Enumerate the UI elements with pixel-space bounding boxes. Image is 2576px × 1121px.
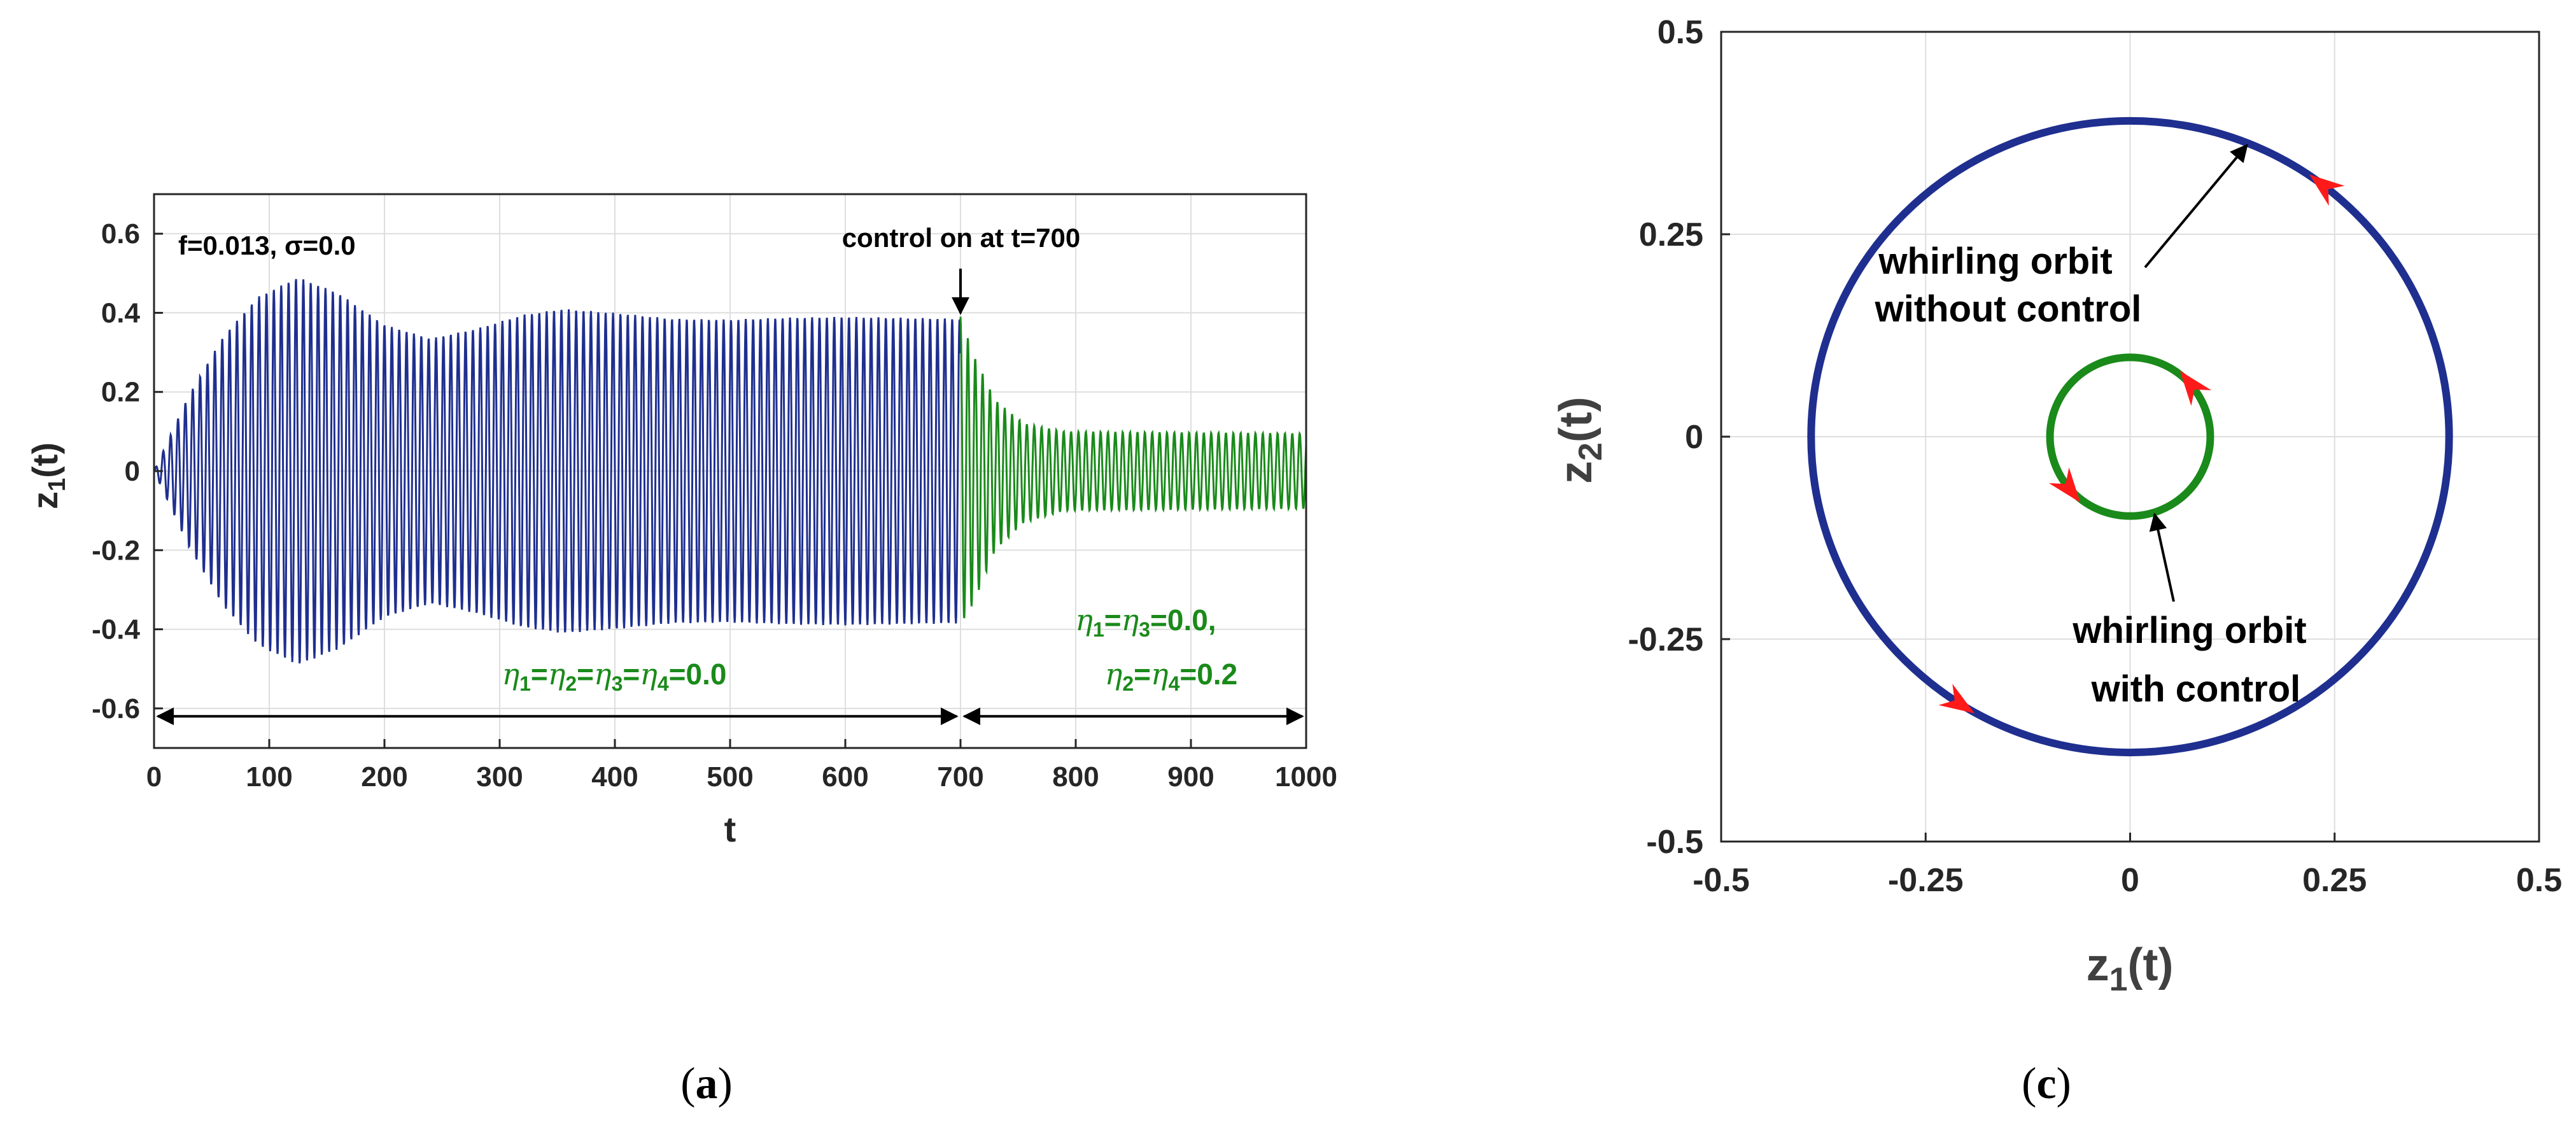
- y-tick-label: -0.2: [92, 535, 140, 566]
- panel-a-control-label: control on at t=700: [842, 223, 1081, 253]
- panel-c-xlabel: z1(t): [2087, 940, 2174, 998]
- series-line-controlled: [959, 316, 1307, 619]
- y-tick-label: -0.5: [1646, 824, 1703, 861]
- x-tick-label: 0: [146, 761, 162, 793]
- y-tick-label: 0.2: [101, 377, 140, 408]
- panel-a-ylabel: z1(t): [25, 442, 71, 509]
- x-tick-label: 100: [246, 761, 292, 793]
- panel-a-after-label-line1: η1=η3=0.0,: [1075, 603, 1216, 641]
- direction-arrow: [2048, 467, 2081, 503]
- x-tick-label: 0.25: [2302, 862, 2367, 899]
- x-tick-label: -0.5: [1693, 862, 1750, 899]
- panel-c-ticks: -0.5 -0.25 0 0.25 0.5 0.5 0.25 0 -0.25 -0.5: [1628, 14, 2562, 899]
- y-tick-label: -0.25: [1628, 621, 1703, 658]
- panel-c-phase-portrait: -0.5 -0.25 0 0.25 0.5 0.5 0.25 0 -0.25 -0.5 z2(t)…: [1551, 14, 2562, 998]
- x-tick-label: 600: [822, 761, 868, 793]
- panel-a-params-label: f=0.013, σ=0.0: [178, 230, 356, 260]
- series-line-uncontrolled: [153, 279, 962, 664]
- y-tick-label: 0.25: [1639, 216, 1703, 253]
- x-tick-label: 700: [937, 761, 983, 793]
- panel-a-xlabel: t: [724, 809, 736, 849]
- orbit-without-control: [1807, 116, 2453, 757]
- panel-a-ticks: 0 100 200 300 400 500 600 700 800 900 1000 0.6 0.4 0.…: [92, 218, 1337, 793]
- panel-c-without-label-line1: whirling orbit: [1878, 241, 2112, 282]
- panel-c-series: [1807, 116, 2453, 757]
- x-tick-label: -0.25: [1888, 862, 1964, 899]
- x-tick-label: 400: [591, 761, 638, 793]
- panel-a-after-label-line2: η2=η4=0.2: [1105, 657, 1237, 695]
- panel-c-with-label-line1: whirling orbit: [2072, 610, 2306, 651]
- panel-a-before-label: η1=η2=η3=η4=0.0: [502, 657, 727, 695]
- orbit-with-control: [2046, 353, 2214, 520]
- direction-arrow: [1938, 684, 1975, 714]
- x-tick-label: 800: [1052, 761, 1099, 793]
- x-tick-label: 1000: [1275, 761, 1337, 793]
- y-tick-label: 0: [125, 456, 140, 487]
- panel-c-direction-arrows: [1938, 174, 2345, 714]
- x-tick-label: 0: [2121, 862, 2139, 899]
- direction-arrow: [2309, 174, 2345, 206]
- caption-c: (c): [2022, 1059, 2071, 1108]
- panel-c-grid: [1721, 31, 2540, 842]
- y-tick-label: 0.4: [101, 297, 141, 328]
- x-tick-label: 200: [361, 761, 407, 793]
- caption-a: (a): [680, 1059, 733, 1108]
- x-tick-label: 0.5: [2516, 862, 2562, 899]
- x-tick-label: 900: [1167, 761, 1214, 793]
- y-tick-label: 0: [1685, 419, 1703, 456]
- x-tick-label: 300: [476, 761, 523, 793]
- y-tick-label: 0.6: [101, 218, 140, 250]
- x-tick-label: 500: [707, 761, 753, 793]
- panel-c-without-label-line2: without control: [1875, 288, 2142, 330]
- y-tick-label: -0.6: [92, 693, 140, 724]
- direction-arrow: [2179, 370, 2212, 406]
- y-tick-label: -0.4: [92, 614, 140, 645]
- panel-c-with-arrow: [2149, 512, 2175, 602]
- panel-c-with-label-line2: with control: [2091, 668, 2301, 710]
- panel-a-series: [153, 279, 1307, 664]
- panel-c-without-arrow: [2144, 143, 2248, 269]
- panel-a-time-series: 0 100 200 300 400 500 600 700 800 900 1000 0.6 0.4 0.…: [25, 193, 1337, 849]
- y-tick-label: 0.5: [1658, 14, 1703, 51]
- panel-c-ylabel: z2(t): [1551, 397, 1609, 484]
